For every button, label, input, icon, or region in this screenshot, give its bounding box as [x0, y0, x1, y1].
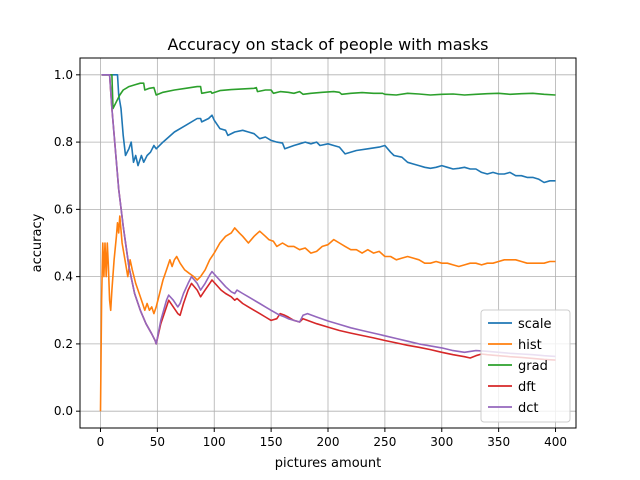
legend-box: [480, 309, 571, 423]
legend-label-dct: dct: [518, 401, 539, 416]
x-tick-label: 0: [97, 435, 105, 449]
legend-label-hist: hist: [518, 338, 542, 353]
series-line-scale: [101, 74, 556, 184]
series-line-dct: [101, 74, 556, 358]
x-tick-label: 50: [150, 435, 165, 449]
y-tick-label: 1.0: [54, 68, 73, 82]
series-line-grad: [101, 74, 556, 110]
x-tick-label: 350: [487, 435, 510, 449]
x-tick-label: 300: [430, 435, 453, 449]
legend: scale hist grad dft dct: [480, 309, 571, 423]
y-tick-label: 0.6: [54, 202, 73, 216]
x-tick-label: 150: [260, 435, 283, 449]
x-tick-label: 200: [317, 435, 340, 449]
legend-label-grad: grad: [518, 359, 548, 374]
y-axis-ticks: 0.0 0.2 0.4 0.6 0.8 1.0: [54, 68, 80, 418]
y-tick-label: 0.8: [54, 135, 73, 149]
series-layer: [99, 74, 556, 412]
legend-label-dft: dft: [518, 380, 536, 395]
x-axis-label: pictures amount: [275, 456, 381, 471]
x-axis-ticks: 0 50 100 150 200 250 300 350 400: [97, 428, 567, 449]
series-line-hist: [99, 215, 556, 412]
chart-title: Accuracy on stack of people with masks: [168, 35, 489, 54]
y-tick-label: 0.2: [54, 337, 73, 351]
x-tick-label: 100: [203, 435, 226, 449]
x-tick-label: 250: [373, 435, 396, 449]
y-tick-label: 0.0: [54, 404, 73, 418]
x-tick-label: 400: [544, 435, 567, 449]
legend-label-scale: scale: [518, 317, 552, 332]
y-axis-label: accuracy: [30, 213, 45, 272]
y-tick-label: 0.4: [54, 270, 73, 284]
